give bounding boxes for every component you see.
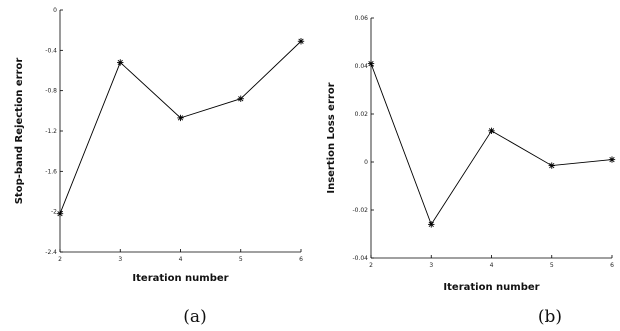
x-tick-label: 2 <box>369 262 373 269</box>
x-tick-label: 4 <box>179 256 183 263</box>
y-tick-label: 0.04 <box>355 63 369 70</box>
chart-panel-1: 0 -0.4 -0.8 -1.2 -1.6 -2 -2.42 3 4 5 6 Iteration nu… <box>14 7 305 327</box>
y-tick-label: 0.06 <box>355 15 369 22</box>
data-point-marker <box>428 221 435 228</box>
data-point-marker <box>56 210 64 217</box>
data-point-marker <box>237 95 244 102</box>
x-tick-label: 5 <box>550 262 554 269</box>
y-tick-label: -1.2 <box>45 128 57 135</box>
series-line <box>59 40 302 214</box>
chart-panel-2: 0.06 0.04 0.02 0 -0.02 -0.042 3 4 5 6 Iteration nu… <box>326 15 616 327</box>
data-point-marker <box>548 162 555 169</box>
y-tick-label: 0 <box>364 159 368 166</box>
x-axis-title: Iteration number <box>443 282 539 293</box>
x-tick-label: 3 <box>429 262 433 269</box>
y-tick-label: -0.04 <box>352 255 368 262</box>
y-tick-label: -0.8 <box>45 88 57 95</box>
panel-label: (a) <box>183 307 206 327</box>
x-tick-label: 6 <box>299 256 303 263</box>
x-axis-title: Iteration number <box>132 273 228 284</box>
y-tick-label: 0.02 <box>355 111 369 118</box>
y-tick-label: 0 <box>53 7 57 14</box>
y-tick-label: -2 <box>51 209 57 216</box>
y-axis-title: Stop-band Rejection error <box>14 58 25 205</box>
x-tick-label: 3 <box>118 256 122 263</box>
data-point-marker <box>367 60 375 67</box>
x-tick-label: 6 <box>610 262 614 269</box>
panel-label: (b) <box>538 307 562 327</box>
data-point-marker <box>297 38 305 45</box>
y-tick-label: -2.4 <box>45 249 57 256</box>
y-tick-label: -1.6 <box>45 168 57 175</box>
y-tick-label: -0.02 <box>352 207 368 214</box>
data-point-marker <box>117 59 124 66</box>
y-tick-label: -0.4 <box>45 47 57 54</box>
data-point-marker <box>608 156 616 163</box>
x-tick-label: 2 <box>58 256 62 263</box>
y-axis-title: Insertion Loss error <box>326 82 337 193</box>
data-point-marker <box>488 127 495 134</box>
series-line <box>370 63 613 226</box>
x-tick-label: 5 <box>239 256 243 263</box>
x-tick-label: 4 <box>490 262 494 269</box>
data-point-marker <box>177 114 184 122</box>
